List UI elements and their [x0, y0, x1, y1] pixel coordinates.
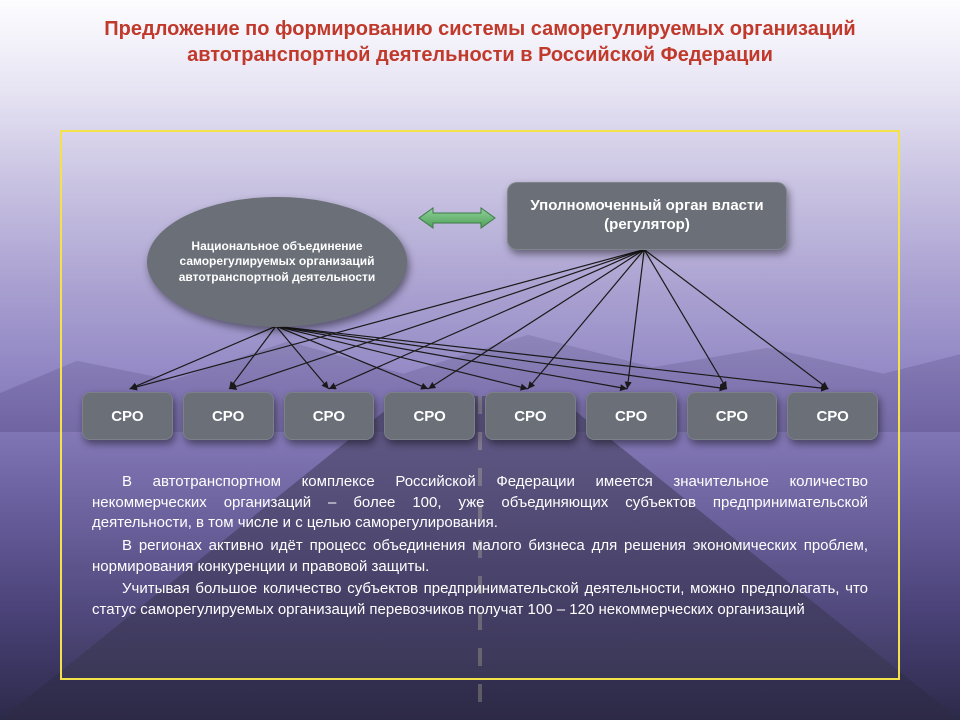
sro-box: СРО [384, 392, 475, 440]
paragraph: В автотранспортном комплексе Российской … [92, 472, 868, 534]
sro-label: СРО [615, 408, 647, 425]
sro-label: СРО [413, 408, 445, 425]
diagram-panel: Национальное объединение саморегулируемы… [60, 130, 900, 680]
sro-box: СРО [284, 392, 375, 440]
diagram-area: Национальное объединение саморегулируемы… [62, 152, 898, 452]
bi-arrow-icon [417, 206, 497, 230]
node-association-label: Национальное объединение саморегулируемы… [171, 239, 383, 286]
sro-box: СРО [183, 392, 274, 440]
paragraph: Учитывая большое количество субъектов пр… [92, 579, 868, 620]
page-title: Предложение по формированию системы само… [40, 16, 920, 68]
node-association: Национальное объединение саморегулируемы… [147, 197, 407, 327]
sro-box: СРО [787, 392, 878, 440]
paragraph: В регионах активно идёт процесс объедине… [92, 536, 868, 577]
sro-row: СРО СРО СРО СРО СРО СРО СРО СРО [82, 392, 878, 440]
sro-label: СРО [212, 408, 244, 425]
node-regulator: Уполномоченный орган власти (регулятор) [507, 182, 787, 250]
node-regulator-label: Уполномоченный орган власти (регулятор) [522, 197, 772, 235]
sro-box: СРО [485, 392, 576, 440]
sro-label: СРО [111, 408, 143, 425]
sro-box: СРО [82, 392, 173, 440]
sro-label: СРО [816, 408, 848, 425]
sro-box: СРО [586, 392, 677, 440]
sro-label: СРО [313, 408, 345, 425]
sro-box: СРО [687, 392, 778, 440]
sro-label: СРО [716, 408, 748, 425]
body-text: В автотранспортном комплексе Российской … [92, 472, 868, 623]
sro-label: СРО [514, 408, 546, 425]
